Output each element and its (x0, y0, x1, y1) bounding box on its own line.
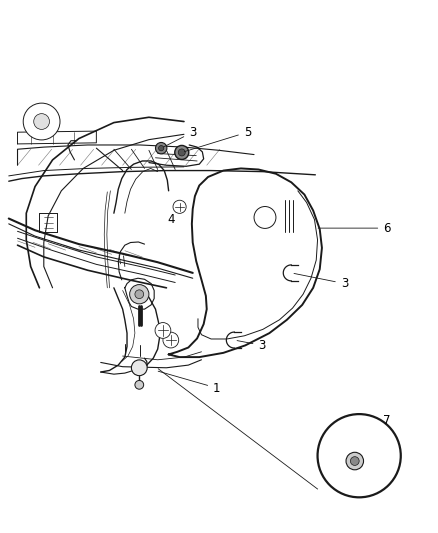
Text: 6: 6 (318, 222, 391, 235)
Circle shape (23, 103, 60, 140)
Text: 3: 3 (237, 339, 266, 352)
Text: 7: 7 (383, 414, 391, 426)
Circle shape (34, 114, 49, 130)
Text: 4: 4 (167, 213, 175, 226)
Circle shape (173, 200, 186, 213)
Circle shape (350, 457, 359, 465)
Circle shape (346, 453, 364, 470)
Circle shape (159, 146, 164, 151)
Circle shape (155, 142, 167, 154)
Circle shape (131, 360, 147, 376)
Text: 3: 3 (294, 273, 348, 290)
Circle shape (178, 149, 185, 156)
Circle shape (163, 332, 179, 348)
Circle shape (175, 146, 189, 159)
Circle shape (135, 290, 144, 298)
Circle shape (254, 206, 276, 229)
Text: 3: 3 (164, 126, 196, 147)
Circle shape (130, 285, 149, 304)
Circle shape (318, 414, 401, 497)
Text: 5: 5 (184, 126, 251, 151)
Text: 1: 1 (158, 371, 221, 394)
Circle shape (155, 322, 171, 338)
Circle shape (135, 381, 144, 389)
